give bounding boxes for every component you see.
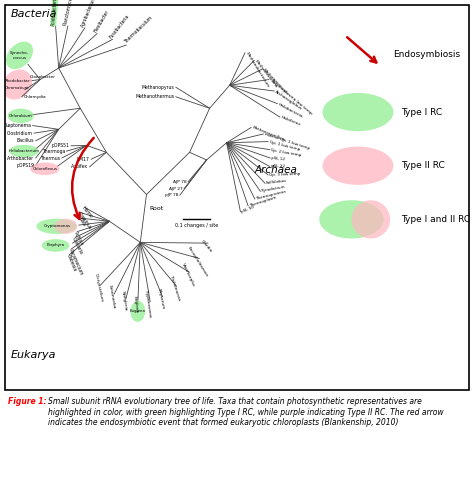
- Ellipse shape: [130, 301, 145, 322]
- Text: Euglena: Euglena: [130, 309, 146, 313]
- Text: Costaria: Costaria: [71, 236, 84, 255]
- Text: Chlorobium: Chlorobium: [9, 114, 33, 118]
- Ellipse shape: [9, 145, 38, 158]
- Text: Vairimorpha: Vairimorpha: [181, 262, 195, 287]
- Text: Paramecium: Paramecium: [67, 248, 83, 276]
- Text: pSL 50: pSL 50: [241, 205, 255, 214]
- Text: AJP 78: AJP 78: [173, 180, 186, 184]
- Text: Trichomonas: Trichomonas: [169, 275, 181, 302]
- Ellipse shape: [42, 239, 70, 252]
- Text: pOPS19: pOPS19: [16, 163, 34, 168]
- Text: Physarum: Physarum: [156, 288, 164, 310]
- Ellipse shape: [36, 218, 76, 234]
- Text: Fusobacteria: Fusobacteria: [109, 13, 130, 39]
- Text: Pyrodictium: Pyrodictium: [261, 185, 286, 194]
- Text: Dictyostelium: Dictyostelium: [93, 273, 103, 302]
- Text: pSL 22: pSL 22: [271, 164, 285, 169]
- Text: Thermoplasma low temp: Thermoplasma low temp: [269, 78, 312, 115]
- Text: Gp. 2 low temp: Gp. 2 low temp: [270, 148, 302, 157]
- Text: pOPS51: pOPS51: [52, 143, 70, 148]
- Text: Methanospirillum: Methanospirillum: [251, 125, 286, 143]
- Text: Methanothermus: Methanothermus: [135, 94, 174, 99]
- Ellipse shape: [54, 218, 77, 234]
- Text: Gloeobacter: Gloeobacter: [30, 75, 56, 79]
- Text: Synecho-
coccus: Synecho- coccus: [10, 51, 29, 60]
- Text: Entamoeba: Entamoeba: [108, 284, 116, 309]
- Text: Gp. 1 low temp: Gp. 1 low temp: [269, 140, 300, 151]
- Text: Gp. 3 low temp: Gp. 3 low temp: [269, 172, 301, 177]
- Text: Thermoplasm: Thermoplasm: [248, 195, 277, 208]
- Text: Agrobacterium: Agrobacterium: [80, 0, 98, 28]
- Text: 0.1 changes / site: 0.1 changes / site: [175, 223, 218, 228]
- Text: Coprinus: Coprinus: [77, 211, 92, 230]
- Ellipse shape: [6, 42, 33, 69]
- Text: Sulfolobus: Sulfolobus: [266, 179, 287, 185]
- Text: Small subunit rRNA evolutionary tree of life. Taxa that contain photosynthetic r: Small subunit rRNA evolutionary tree of …: [48, 398, 444, 427]
- Text: AJP 27: AJP 27: [169, 187, 182, 191]
- Text: Haloferax: Haloferax: [280, 115, 301, 127]
- Text: Euglena: Euglena: [133, 296, 139, 313]
- Text: Cryptomonas: Cryptomonas: [44, 224, 71, 228]
- Text: pJP 78: pJP 78: [164, 193, 178, 197]
- Ellipse shape: [322, 93, 393, 131]
- Text: Methanosarcina: Methanosarcina: [254, 59, 278, 89]
- Text: EM17: EM17: [77, 157, 90, 162]
- Text: Chloroflexus: Chloroflexus: [32, 167, 57, 171]
- Text: Endosymbiosis: Endosymbiosis: [393, 50, 461, 59]
- Text: Acidobacteria: Acidobacteria: [51, 0, 58, 26]
- Text: Porphyra: Porphyra: [46, 243, 64, 248]
- Text: Chromatium: Chromatium: [5, 86, 29, 90]
- Ellipse shape: [8, 109, 34, 123]
- Text: Methanococcus: Methanococcus: [262, 68, 288, 95]
- Text: Figure 1:: Figure 1:: [9, 398, 50, 407]
- Text: Trypanosoma: Trypanosoma: [144, 289, 152, 319]
- Text: Arthobacter: Arthobacter: [7, 156, 34, 160]
- Text: Thermoproteus: Thermoproteus: [255, 190, 287, 201]
- Text: Eukarya: Eukarya: [11, 350, 56, 360]
- Text: Halobacteria: Halobacteria: [277, 102, 304, 118]
- Ellipse shape: [322, 147, 393, 185]
- Text: Methanopyrus: Methanopyrus: [141, 85, 174, 90]
- Text: Clostridium: Clostridium: [7, 131, 33, 136]
- Text: Chlamydia: Chlamydia: [24, 95, 46, 99]
- Text: Zea: Zea: [77, 217, 86, 227]
- Text: Babesia: Babesia: [65, 254, 77, 273]
- Text: Root: Root: [150, 206, 164, 211]
- Text: Achiya: Achiya: [73, 230, 85, 246]
- Text: Homo: Homo: [81, 205, 93, 219]
- Text: Thermobaculum: Thermobaculum: [123, 15, 153, 45]
- Text: Aquifex: Aquifex: [71, 164, 88, 170]
- Text: Heliobacterium: Heliobacterium: [9, 149, 39, 153]
- Ellipse shape: [319, 200, 384, 239]
- Text: Encephalitozoon: Encephalitozoon: [187, 245, 209, 277]
- Text: Rhodobacter: Rhodobacter: [4, 80, 30, 83]
- Ellipse shape: [2, 69, 32, 100]
- Text: Planctomycetes: Planctomycetes: [63, 0, 75, 26]
- Text: marine Gp. 1 low temp: marine Gp. 1 low temp: [264, 132, 310, 150]
- Text: Bacteria: Bacteria: [11, 9, 57, 19]
- Text: Bacillus: Bacillus: [17, 138, 34, 143]
- Text: Naegleria: Naegleria: [120, 291, 127, 312]
- Ellipse shape: [352, 200, 390, 239]
- Text: pSL 12: pSL 12: [271, 156, 285, 161]
- Ellipse shape: [30, 162, 59, 175]
- Text: Type II RC: Type II RC: [401, 161, 445, 170]
- Text: Type I RC: Type I RC: [401, 108, 443, 116]
- Text: Flexibacter: Flexibacter: [93, 9, 110, 34]
- Text: Archaea: Archaea: [255, 165, 297, 174]
- Text: Thermus: Thermus: [40, 156, 61, 160]
- Text: Giardia: Giardia: [200, 240, 213, 253]
- Text: Type I and II RC: Type I and II RC: [401, 215, 471, 224]
- Text: Archaeoglobus: Archaeoglobus: [274, 90, 303, 111]
- Text: Methanobacterium: Methanobacterium: [244, 52, 270, 89]
- Text: Thermoga: Thermoga: [42, 148, 65, 154]
- Text: Leptonema: Leptonema: [5, 123, 31, 128]
